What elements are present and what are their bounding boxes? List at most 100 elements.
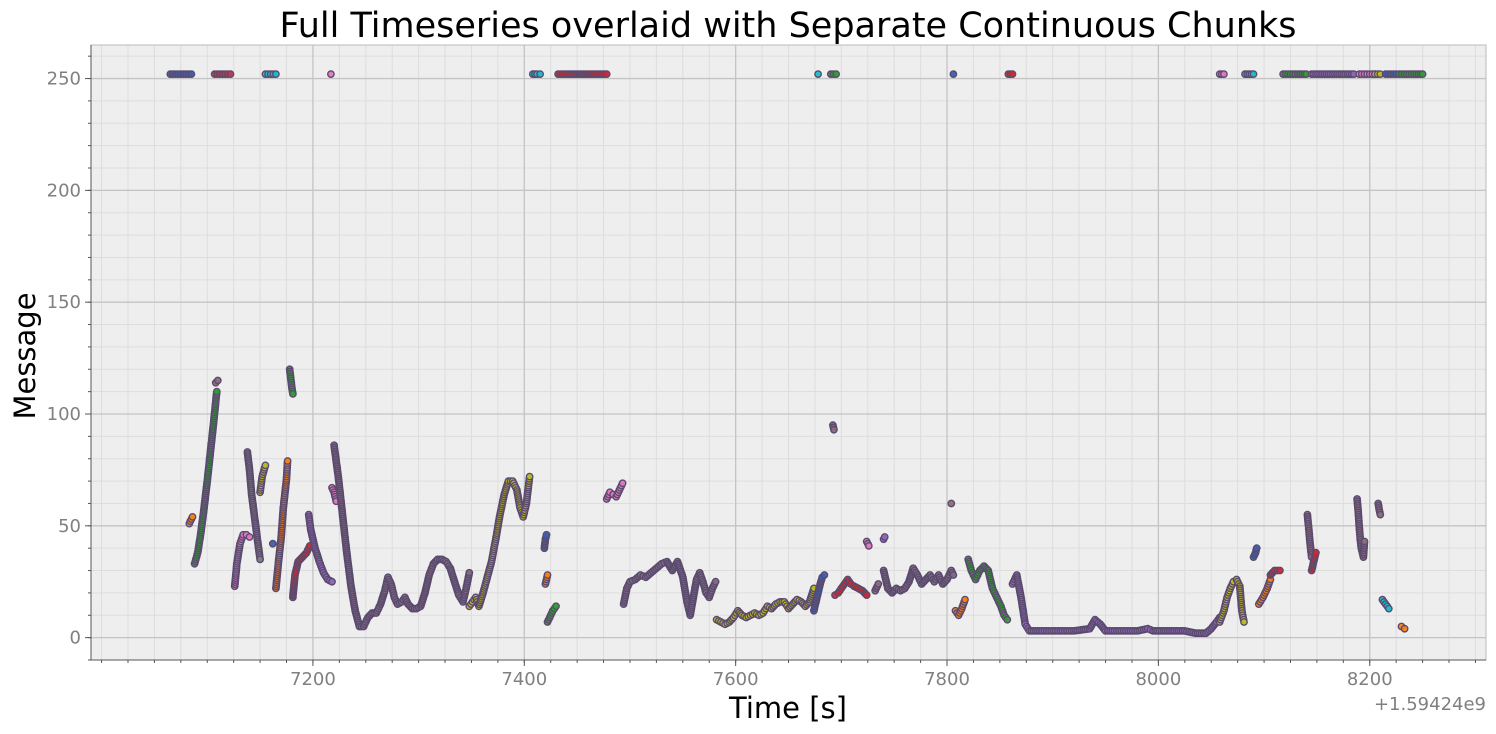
series-37 bbox=[951, 595, 969, 620]
y-tick-label: 100 bbox=[47, 404, 81, 425]
series-54 bbox=[1374, 499, 1385, 519]
data-point bbox=[525, 472, 534, 481]
series-29 bbox=[826, 70, 840, 79]
series-58 bbox=[1397, 622, 1409, 633]
series-21 bbox=[543, 602, 560, 626]
data-point bbox=[820, 571, 829, 579]
data-point bbox=[1418, 70, 1427, 79]
series-30 bbox=[831, 575, 871, 599]
data-point bbox=[212, 387, 221, 396]
data-point bbox=[288, 389, 297, 398]
series-18 bbox=[528, 70, 544, 79]
data-point bbox=[1220, 70, 1228, 79]
data-point bbox=[326, 70, 335, 79]
data-point bbox=[256, 555, 264, 564]
data-point bbox=[465, 568, 474, 577]
y-axis-label: Message bbox=[8, 292, 42, 419]
series-32 bbox=[871, 580, 883, 595]
series-2 bbox=[190, 387, 221, 568]
data-point bbox=[328, 577, 336, 586]
series-45 bbox=[1254, 575, 1275, 608]
data-point bbox=[542, 530, 551, 539]
x-tick-label: 8200 bbox=[1347, 669, 1393, 690]
series-40 bbox=[1008, 571, 1224, 638]
data-point bbox=[602, 70, 611, 79]
data-point bbox=[880, 533, 889, 541]
series-14 bbox=[326, 70, 335, 79]
data-point bbox=[261, 461, 270, 470]
series-23 bbox=[602, 479, 627, 503]
y-tick-label: 200 bbox=[47, 180, 81, 201]
series-9 bbox=[268, 539, 277, 548]
data-point bbox=[862, 591, 871, 599]
data-point bbox=[1249, 70, 1258, 79]
y-tick-label: 0 bbox=[70, 628, 81, 649]
data-point bbox=[618, 479, 627, 488]
series-46 bbox=[1266, 566, 1284, 579]
data-point bbox=[283, 457, 292, 465]
series-11 bbox=[285, 365, 297, 398]
series-33 bbox=[879, 533, 889, 544]
series-16 bbox=[330, 441, 474, 631]
x-tick-label: 7600 bbox=[713, 669, 759, 690]
x-axis-label: Time [s] bbox=[728, 691, 847, 725]
data-point bbox=[271, 70, 280, 79]
x-offset-label: +1.59424e9 bbox=[1374, 694, 1486, 715]
series-13 bbox=[304, 510, 336, 586]
data-point bbox=[1384, 604, 1393, 613]
data-point bbox=[1003, 615, 1012, 624]
series-36 bbox=[947, 499, 956, 508]
data-point bbox=[1376, 510, 1385, 519]
y-tick-label: 150 bbox=[47, 292, 81, 313]
series-1 bbox=[185, 513, 197, 528]
series-25 bbox=[712, 584, 818, 629]
axes bbox=[85, 44, 1487, 666]
series-0 bbox=[166, 70, 196, 79]
data-point bbox=[226, 70, 235, 79]
series-49 bbox=[1307, 548, 1320, 575]
series-10 bbox=[271, 457, 292, 593]
series-5 bbox=[230, 530, 254, 591]
data-point bbox=[213, 376, 222, 385]
series-47 bbox=[1279, 70, 1311, 79]
series-28 bbox=[829, 421, 838, 434]
x-tick-label: 7200 bbox=[290, 669, 336, 690]
series-41 bbox=[1215, 70, 1228, 79]
x-tick-label: 7400 bbox=[501, 669, 547, 690]
data-point bbox=[1008, 70, 1017, 79]
series-42 bbox=[1215, 575, 1248, 626]
series-31 bbox=[862, 537, 873, 550]
series-6 bbox=[243, 448, 264, 564]
series-39 bbox=[1004, 70, 1017, 79]
series-20 bbox=[541, 571, 552, 588]
data-point bbox=[1252, 544, 1261, 553]
y-tick-label: 250 bbox=[47, 69, 81, 90]
data-point bbox=[536, 70, 544, 79]
chart-title: Full Timeseries overlaid with Separate C… bbox=[280, 6, 1297, 46]
data-point bbox=[1312, 548, 1320, 557]
data-point bbox=[947, 499, 956, 508]
data-point bbox=[188, 513, 197, 521]
data-point bbox=[245, 533, 254, 541]
data-point bbox=[1400, 624, 1409, 633]
data-point bbox=[711, 577, 720, 586]
data-point bbox=[949, 571, 958, 579]
series-7 bbox=[256, 461, 270, 497]
data-point bbox=[961, 595, 969, 604]
data-point bbox=[1360, 537, 1369, 546]
series-38 bbox=[964, 555, 1012, 624]
series-3 bbox=[211, 376, 222, 387]
data-point bbox=[543, 571, 552, 579]
data-point bbox=[814, 70, 822, 79]
tick-labels: 7200 7400 7600 7800 8000 8200 0 50 100 150 200 250 bbox=[47, 69, 1393, 690]
data-point bbox=[187, 70, 196, 79]
series-50 bbox=[1307, 70, 1358, 79]
series-27 bbox=[814, 70, 822, 79]
series-19 bbox=[540, 530, 551, 553]
series-24 bbox=[619, 557, 720, 620]
series-8 bbox=[261, 70, 280, 79]
data-point bbox=[1240, 618, 1248, 626]
x-tick-label: 7800 bbox=[924, 669, 970, 690]
series-22 bbox=[554, 70, 611, 79]
